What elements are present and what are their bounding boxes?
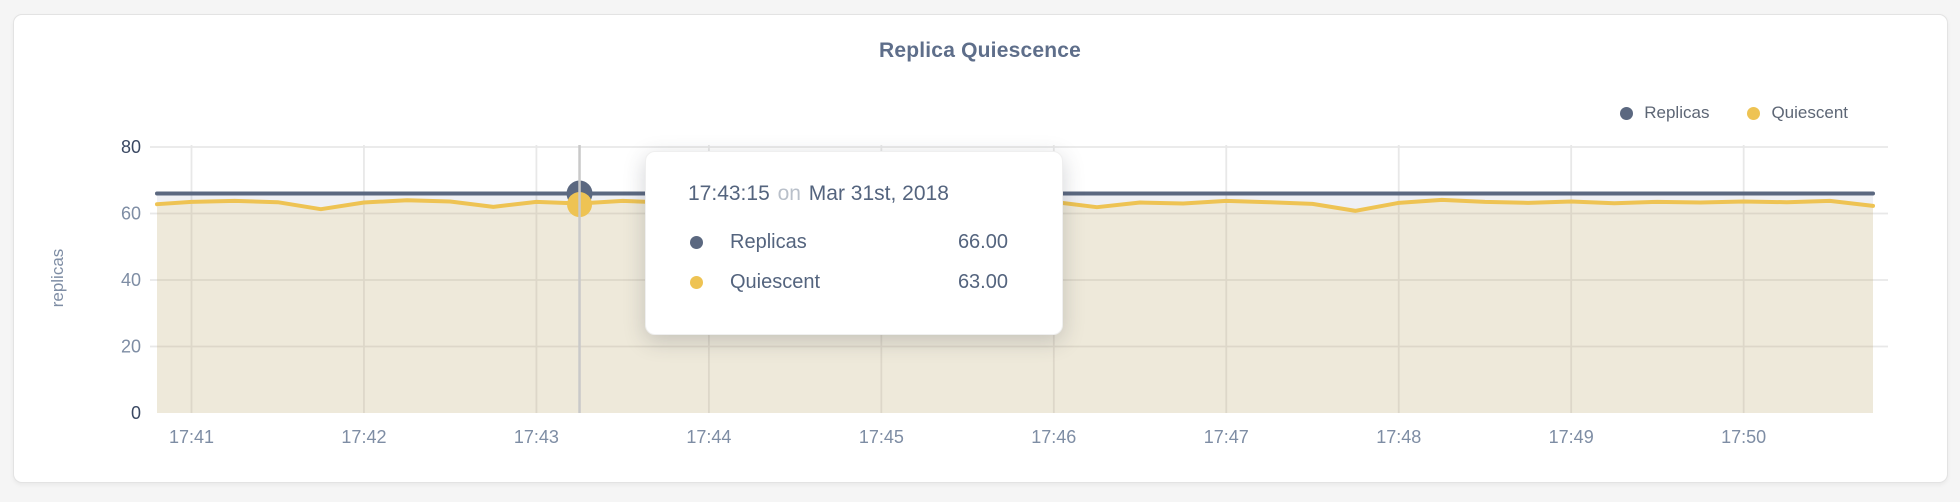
tooltip-quiescent-label: Quiescent xyxy=(730,270,821,293)
x-tick-label: 17:41 xyxy=(169,427,214,447)
legend-quiescent-label: Quiescent xyxy=(1771,103,1848,122)
x-tick-label: 17:44 xyxy=(686,427,731,447)
legend-quiescent-dot-icon xyxy=(1747,106,1761,120)
tooltip-rows: Replicas 66.00 Quiescent 63.00 xyxy=(646,222,1062,302)
chart-tooltip: 17:43:15 on Mar 31st, 2018 Replicas 66.0… xyxy=(645,151,1063,335)
x-tick-label: 17:50 xyxy=(1721,427,1766,447)
tooltip-connector: on xyxy=(777,182,801,205)
tooltip-row-quiescent: Quiescent 63.00 xyxy=(690,262,1008,302)
legend-replicas-label: Replicas xyxy=(1644,103,1710,122)
y-axis-title: replicas xyxy=(48,248,67,308)
chart-title: Replica Quiescence xyxy=(878,39,1082,62)
tooltip-replicas-value: 66.00 xyxy=(957,230,1008,253)
legend-replicas-dot-icon xyxy=(1620,106,1634,120)
tooltip-quiescent-dot-icon xyxy=(690,275,703,289)
y-tick-label: 40 xyxy=(121,270,141,290)
tooltip-quiescent-value: 63.00 xyxy=(957,270,1008,293)
y-tick-label: 0 xyxy=(131,403,141,423)
x-tick-label: 17:46 xyxy=(1031,427,1076,447)
x-tick-label: 17:45 xyxy=(859,427,904,447)
tooltip-replicas-label: Replicas xyxy=(730,230,807,253)
x-tick-label: 17:43 xyxy=(514,427,559,447)
tooltip-header: 17:43:15 on Mar 31st, 2018 xyxy=(688,182,1022,206)
legend-item-replicas[interactable]: Replicas xyxy=(1620,103,1709,123)
x-tick-label: 17:42 xyxy=(341,427,386,447)
chart-legend: Replicas Quiescent xyxy=(1620,103,1848,123)
tooltip-date: Mar 31st, 2018 xyxy=(808,182,949,205)
tooltip-time: 17:43:15 xyxy=(688,182,770,205)
x-tick-label: 17:48 xyxy=(1376,427,1421,447)
x-tick-label: 17:49 xyxy=(1549,427,1594,447)
y-tick-label: 80 xyxy=(121,137,141,157)
legend-item-quiescent[interactable]: Quiescent xyxy=(1747,103,1848,123)
tooltip-replicas-dot-icon xyxy=(690,235,703,249)
y-tick-label: 60 xyxy=(121,204,141,224)
x-tick-label: 17:47 xyxy=(1204,427,1249,447)
tooltip-row-replicas: Replicas 66.00 xyxy=(690,222,1008,262)
y-tick-label: 20 xyxy=(121,337,141,357)
